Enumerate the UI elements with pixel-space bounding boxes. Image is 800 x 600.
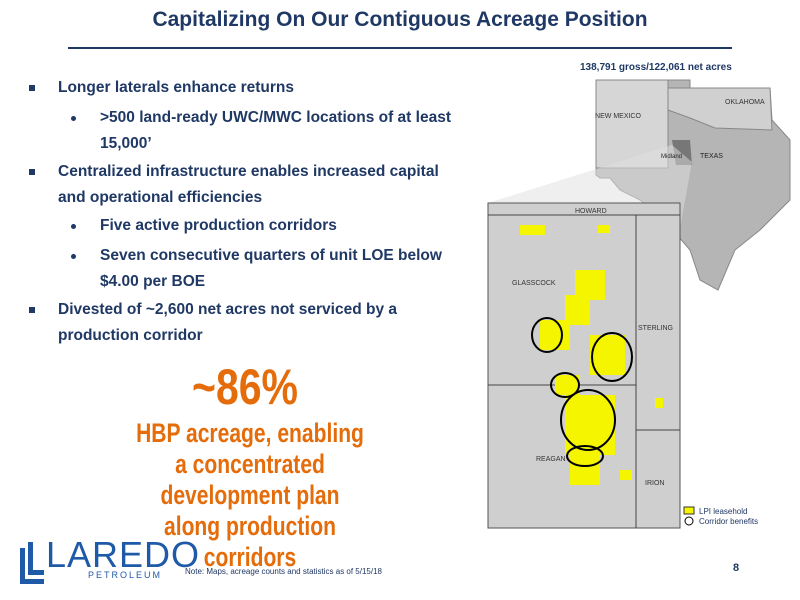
legend-swatch <box>683 506 695 515</box>
legend-label: LPI leasehold <box>699 507 747 516</box>
bullet: Divested of ~2,600 net acres not service… <box>29 297 443 349</box>
logo-mark <box>20 542 44 584</box>
county-label: HOWARD <box>575 208 607 215</box>
legend-swatch <box>684 516 694 526</box>
bullet: Centralized infrastructure enables incre… <box>29 159 443 211</box>
sub-bullet: Seven consecutive quarters of unit LOE b… <box>71 243 455 295</box>
oklahoma <box>667 87 773 131</box>
slide-title: Capitalizing On Our Contiguous Acreage P… <box>152 8 648 31</box>
state-label: OKLAHOMA <box>725 99 765 106</box>
legend-label: Corridor benefits <box>699 517 758 526</box>
logo: LAREDO <box>46 534 201 575</box>
sub-bullet: Five active production corridors <box>71 213 455 239</box>
title-rule <box>68 47 732 49</box>
city-label: Midland <box>661 154 682 160</box>
county-label: STERLING <box>638 325 673 332</box>
corridor <box>531 317 633 467</box>
county-label: IRION <box>645 480 664 487</box>
state-label: NEW MEXICO <box>595 113 641 120</box>
page-number: 8 <box>733 562 740 574</box>
logo-sub: PETROLEUM <box>88 570 163 580</box>
footnote: Note: Maps, acreage counts and statistic… <box>185 567 382 576</box>
bullet: Longer laterals enhance returns <box>29 75 443 101</box>
county-label: GLASSCOCK <box>512 280 556 287</box>
map-caption: 138,791 gross/122,061 net acres <box>580 62 732 73</box>
state-label: TEXAS <box>700 153 723 160</box>
sub-bullet: >500 land-ready UWC/MWC locations of at … <box>71 105 455 157</box>
county-label: REAGAN <box>536 456 566 463</box>
stat: ~86% <box>191 359 299 415</box>
stat-text: HBP acreage, enabling a concentrated dev… <box>136 418 364 572</box>
